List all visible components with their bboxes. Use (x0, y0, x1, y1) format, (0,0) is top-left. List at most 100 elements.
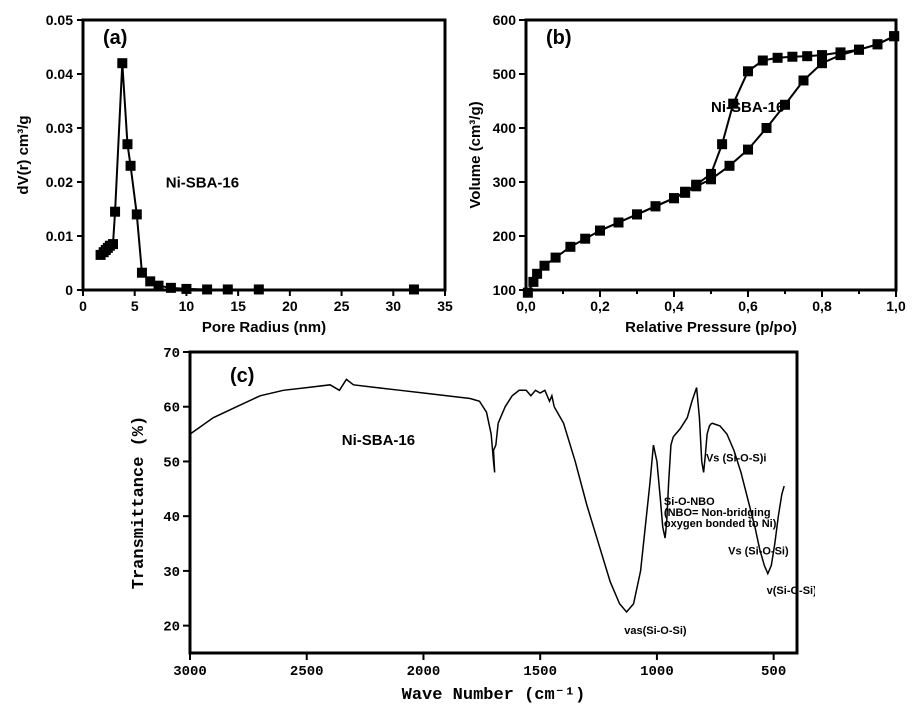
chart-c-annotation: oxygen bonded to Ni) (664, 518, 777, 530)
chart-b-xtick-label: 0,6 (738, 298, 758, 314)
chart-a-marker (110, 207, 120, 217)
chart-a-marker (154, 281, 164, 291)
chart-c-spectrum-seg (470, 399, 498, 473)
chart-a-marker (166, 283, 176, 293)
chart-c-series-label: Ni-SBA-16 (342, 432, 415, 449)
chart-c-ytick-label: 60 (163, 401, 180, 417)
chart-a-marker (409, 284, 419, 294)
chart-b-desorption-marker (614, 218, 624, 228)
chart-a-xtick-label: 5 (131, 298, 139, 314)
chart-a-marker (126, 161, 136, 171)
chart-a-ytick-label: 0.03 (46, 120, 73, 136)
chart-c-annotation: Vs (Si-O-Si) (728, 545, 789, 557)
chart-b-adsorption-marker (762, 123, 772, 133)
chart-b-adsorption-marker (580, 234, 590, 244)
chart-c-panel-label: (c) (230, 365, 254, 387)
chart-a-xlabel: Pore Radius (nm) (202, 319, 326, 336)
chart-a-xtick-label: 30 (385, 298, 401, 314)
chart-b-desorption-marker (758, 56, 768, 66)
chart-b-desorption-marker (691, 180, 701, 190)
chart-a-marker (117, 58, 127, 68)
chart-b-desorption-marker (680, 187, 690, 197)
chart-b-desorption-marker (669, 193, 679, 203)
chart-b-desorption-marker (773, 53, 783, 63)
chart-a-xtick-label: 20 (282, 298, 298, 314)
chart-c-xtick-label: 3000 (173, 664, 207, 680)
chart-a-marker (137, 268, 147, 278)
chart-c-xlabel: Wave Number (cm⁻¹) (402, 686, 586, 705)
chart-b-xtick-label: 1,0 (886, 298, 906, 314)
chart-a-svg: 0510152025303500.010.020.030.040.05Pore … (10, 10, 457, 340)
chart-b-series-label: Ni-SBA-16 (711, 99, 784, 116)
chart-b-desorption-marker (651, 201, 661, 211)
chart-b-xtick-label: 0,0 (516, 298, 536, 314)
chart-a-marker (223, 284, 233, 294)
chart-b-desorption-marker (889, 31, 899, 41)
chart-a-xtick-label: 35 (437, 298, 453, 314)
chart-b-adsorption-marker (551, 253, 561, 263)
chart-c-xtick-label: 2500 (290, 664, 324, 680)
chart-b-adsorption-marker (540, 261, 550, 271)
chart-b-desorption-marker (836, 47, 846, 57)
chart-a-ytick-label: 0 (65, 282, 73, 298)
chart-b-desorption-marker (706, 169, 716, 179)
chart-b-desorption-marker (854, 45, 864, 55)
chart-b-desorption-marker (873, 39, 883, 49)
chart-a-ytick-label: 0.02 (46, 174, 73, 190)
chart-a-ytick-label: 0.04 (46, 66, 73, 82)
chart-c-xtick-label: 2000 (407, 664, 441, 680)
chart-c-spectrum-seg (554, 407, 653, 612)
panel-b: 0,00,20,40,60,81,0100200300400500600Rela… (463, 10, 910, 340)
chart-b-border (526, 20, 896, 290)
chart-c-ytick-label: 30 (163, 565, 180, 581)
chart-b-xtick-label: 0,4 (664, 298, 684, 314)
chart-b-ytick-label: 300 (493, 174, 517, 190)
chart-a-xtick-label: 10 (179, 298, 195, 314)
chart-b-desorption-marker (817, 50, 827, 60)
chart-c-annotation: vas(Si-O-Si) (624, 625, 687, 637)
chart-b-desorption-line (600, 36, 894, 230)
chart-a-xtick-label: 25 (334, 298, 350, 314)
chart-b-desorption-marker (595, 226, 605, 236)
chart-b-adsorption-marker (725, 161, 735, 171)
chart-b-adsorption-marker (523, 288, 533, 298)
chart-b-desorption-marker (802, 51, 812, 61)
chart-b-desorption-marker (787, 52, 797, 62)
chart-c-ytick-label: 40 (163, 510, 180, 526)
chart-a-border (83, 20, 445, 290)
chart-b-xlabel: Relative Pressure (p/po) (625, 319, 797, 336)
chart-c-spectrum-seg (190, 379, 470, 434)
chart-a-marker (181, 284, 191, 294)
chart-b-ytick-label: 400 (493, 120, 517, 136)
panel-a: 0510152025303500.010.020.030.040.05Pore … (10, 10, 457, 340)
chart-a-ylabel: dV(r) cm³/g (15, 115, 32, 194)
chart-a-panel-label: (a) (103, 27, 127, 49)
chart-a-marker (254, 284, 264, 294)
chart-b-desorption-marker (632, 209, 642, 219)
chart-a-ytick-label: 0.01 (46, 228, 73, 244)
chart-c-xtick-label: 500 (761, 664, 786, 680)
panel-c: 30002500200015001000500203040506070Wave … (125, 340, 908, 705)
chart-b-desorption-marker (717, 139, 727, 149)
chart-a-marker (132, 209, 142, 219)
chart-a-xtick-label: 0 (79, 298, 87, 314)
chart-c-svg: 30002500200015001000500203040506070Wave … (125, 340, 815, 705)
chart-b-ytick-label: 500 (493, 66, 517, 82)
chart-c-ytick-label: 20 (163, 620, 180, 636)
chart-b-ytick-label: 200 (493, 228, 517, 244)
chart-c-ytick-label: 50 (163, 455, 180, 471)
chart-b-adsorption-line (528, 36, 894, 293)
chart-b-xtick-label: 0,2 (590, 298, 610, 314)
chart-c-annotation: Vs (Si-O-S)i (706, 452, 767, 464)
chart-a-ytick-label: 0.05 (46, 12, 73, 28)
chart-c-spectrum-seg (498, 390, 554, 423)
chart-b-ylabel: Volume (cm³/g) (467, 101, 484, 208)
chart-b-svg: 0,00,20,40,60,81,0100200300400500600Rela… (463, 10, 910, 340)
chart-b-panel-label: (b) (546, 27, 572, 49)
chart-b-ytick-label: 600 (493, 12, 517, 28)
chart-a-marker (122, 139, 132, 149)
chart-b-adsorption-marker (565, 242, 575, 252)
chart-b-adsorption-marker (799, 75, 809, 85)
chart-b-xtick-label: 0,8 (812, 298, 832, 314)
chart-a-marker (202, 284, 212, 294)
